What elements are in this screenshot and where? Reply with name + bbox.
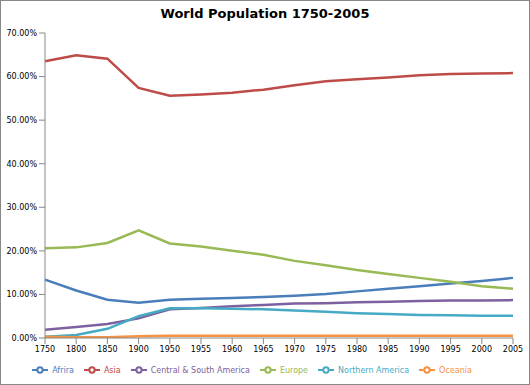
html-text:World Population 1750-2005: World Population 1750-2005: [160, 6, 370, 21]
svg-text:30.00%: 30.00%: [8, 203, 37, 212]
svg-text:1750: 1750: [35, 345, 55, 354]
svg-text:1970: 1970: [284, 345, 304, 354]
svg-text:0.00%: 0.00%: [12, 334, 38, 343]
html-text:Asia: Asia: [103, 365, 121, 375]
svg-text:1850: 1850: [97, 345, 117, 354]
svg-text:1965: 1965: [253, 345, 273, 354]
svg-text:1955: 1955: [191, 345, 211, 354]
svg-text:1950: 1950: [160, 345, 180, 354]
svg-text:1990: 1990: [409, 345, 429, 354]
svg-text:1975: 1975: [316, 345, 336, 354]
svg-text:1980: 1980: [347, 345, 367, 354]
html-text:Northern America: Northern America: [338, 365, 410, 375]
svg-text:60.00%: 60.00%: [8, 72, 37, 81]
svg-text:1960: 1960: [222, 345, 242, 354]
svg-text:1985: 1985: [378, 345, 398, 354]
svg-text:1800: 1800: [66, 345, 86, 354]
svg-text:20.00%: 20.00%: [8, 247, 37, 256]
svg-text:70.00%: 70.00%: [8, 29, 37, 38]
svg-text:2000: 2000: [472, 345, 492, 354]
svg-text:50.00%: 50.00%: [8, 116, 37, 125]
svg-text:40.00%: 40.00%: [8, 160, 37, 169]
html-text:Afrira: Afrira: [52, 365, 74, 375]
svg-text:1995: 1995: [440, 345, 460, 354]
html-text:Central & South America: Central & South America: [150, 365, 250, 375]
html-text:Oceania: Oceania: [439, 365, 472, 375]
svg-text:10.00%: 10.00%: [8, 290, 37, 299]
svg-text:1900: 1900: [128, 345, 148, 354]
html-text:Europe: Europe: [279, 365, 308, 375]
svg-text:2005: 2005: [503, 345, 522, 354]
